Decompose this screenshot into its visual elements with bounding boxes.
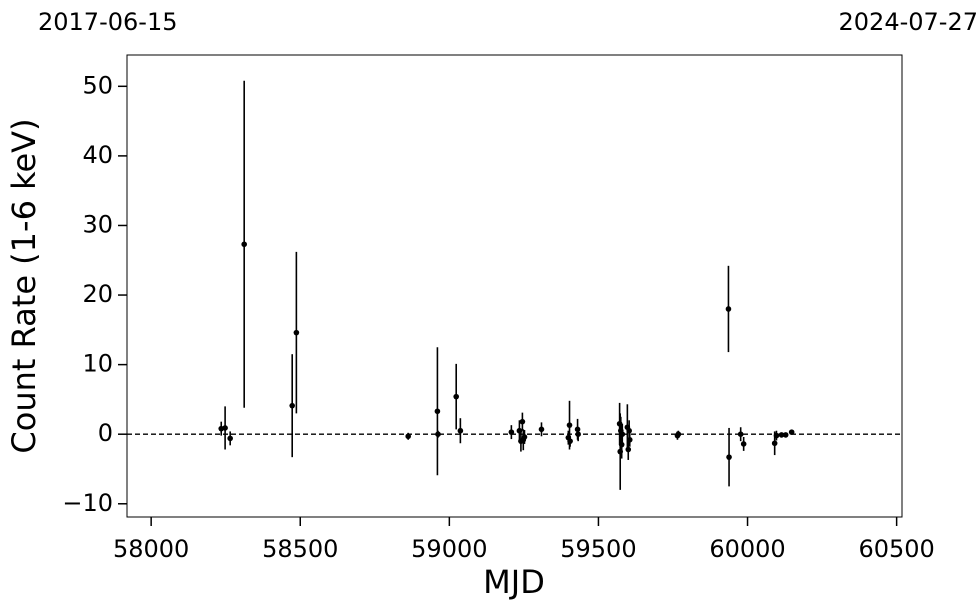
data-point: [538, 426, 545, 433]
data-point: [737, 431, 744, 438]
y-tick-label: 40: [82, 141, 113, 169]
data-point: [222, 425, 228, 431]
data-point: [521, 434, 528, 440]
data-point: [293, 329, 300, 336]
data-point: [575, 431, 581, 438]
y-tick-label: 30: [82, 210, 113, 238]
plot-frame: [126, 54, 903, 518]
start-date: 2017-06-15: [38, 8, 177, 36]
data-point: [782, 432, 789, 438]
data-point: [771, 440, 778, 447]
data-point: [675, 431, 682, 438]
end-date: 2024-07-27: [839, 8, 978, 36]
data-point: [434, 408, 441, 415]
y-tick-label: −10: [62, 489, 113, 517]
data-point: [508, 429, 515, 435]
data-point: [567, 438, 573, 444]
data-point: [626, 436, 633, 443]
data-point: [519, 418, 526, 425]
data-point: [773, 432, 780, 439]
data-point: [405, 433, 411, 440]
data-point: [626, 427, 632, 434]
data-point: [227, 435, 233, 442]
x-tick-label: 59500: [560, 535, 636, 563]
data-point: [241, 241, 247, 248]
data-point: [778, 432, 785, 438]
data-point: [457, 427, 464, 434]
data-point: [740, 441, 747, 447]
data-point: [725, 306, 732, 312]
x-tick-label: 60000: [709, 535, 785, 563]
data-point: [726, 454, 732, 460]
x-axis-label: MJD: [483, 563, 545, 601]
x-tick-label: 60500: [858, 535, 934, 563]
y-tick-label: 0: [98, 419, 113, 447]
x-tick-label: 59000: [411, 535, 487, 563]
y-axis-label: Count Rate (1-6 keV): [5, 118, 43, 453]
y-tick-label: 50: [82, 71, 113, 99]
data-point: [788, 429, 795, 435]
data-point: [435, 431, 441, 438]
data-point: [453, 393, 460, 400]
data-point: [619, 431, 626, 438]
y-tick-label: 10: [82, 350, 113, 378]
data-point: [289, 402, 295, 409]
x-tick-label: 58500: [262, 535, 338, 563]
y-tick-label: 20: [82, 280, 113, 308]
data-point: [625, 446, 632, 453]
x-tick-label: 58000: [113, 535, 189, 563]
data-point: [566, 422, 573, 428]
